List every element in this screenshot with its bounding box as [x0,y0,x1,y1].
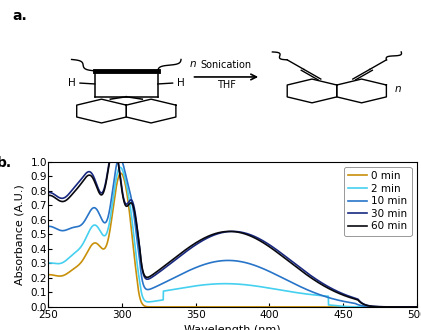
Line: 2 min: 2 min [48,167,417,307]
30 min [404,305,409,309]
2 min [414,305,419,309]
Line: 10 min: 10 min [48,162,417,307]
0 min [414,305,419,309]
10 min [225,258,230,262]
0 min [225,305,230,309]
30 min [107,160,112,164]
10 min [115,160,120,164]
0 min [404,305,409,309]
30 min [404,305,409,309]
2 min [225,282,230,286]
Line: 60 min: 60 min [48,162,417,307]
30 min [46,191,51,195]
10 min [414,305,419,309]
60 min [414,305,419,309]
2 min [65,257,70,261]
Text: Sonication: Sonication [201,60,252,70]
60 min [216,231,221,235]
Y-axis label: Absorbance (A.U.): Absorbance (A.U.) [15,184,25,285]
10 min [216,259,221,263]
30 min [65,194,70,198]
60 min [404,305,409,309]
10 min [404,305,409,309]
Legend: 0 min, 2 min, 10 min, 30 min, 60 min: 0 min, 2 min, 10 min, 30 min, 60 min [344,167,412,236]
60 min [65,198,70,202]
Text: H: H [177,78,185,88]
X-axis label: Wavelength (nm): Wavelength (nm) [184,325,281,330]
Text: a.: a. [13,9,27,23]
10 min [65,228,70,232]
60 min [336,291,341,295]
2 min [336,304,341,308]
0 min [118,171,123,175]
10 min [46,224,51,228]
60 min [107,160,112,164]
Text: H: H [68,78,75,88]
0 min [336,305,341,309]
Text: n: n [189,59,196,69]
60 min [46,193,51,197]
30 min [216,232,221,236]
60 min [404,305,409,309]
0 min [216,305,221,309]
2 min [118,165,123,169]
0 min [65,272,70,276]
2 min [46,261,51,265]
0 min [404,305,409,309]
2 min [404,305,409,309]
30 min [336,290,341,294]
30 min [225,230,230,234]
10 min [404,305,409,309]
10 min [336,298,341,302]
Text: b.: b. [0,156,12,170]
30 min [414,305,419,309]
0 min [46,273,51,277]
2 min [216,282,221,286]
Line: 30 min: 30 min [48,162,417,307]
Line: 0 min: 0 min [48,173,417,307]
2 min [404,305,409,309]
Text: n: n [394,84,401,94]
60 min [225,229,230,233]
Text: THF: THF [217,80,236,89]
